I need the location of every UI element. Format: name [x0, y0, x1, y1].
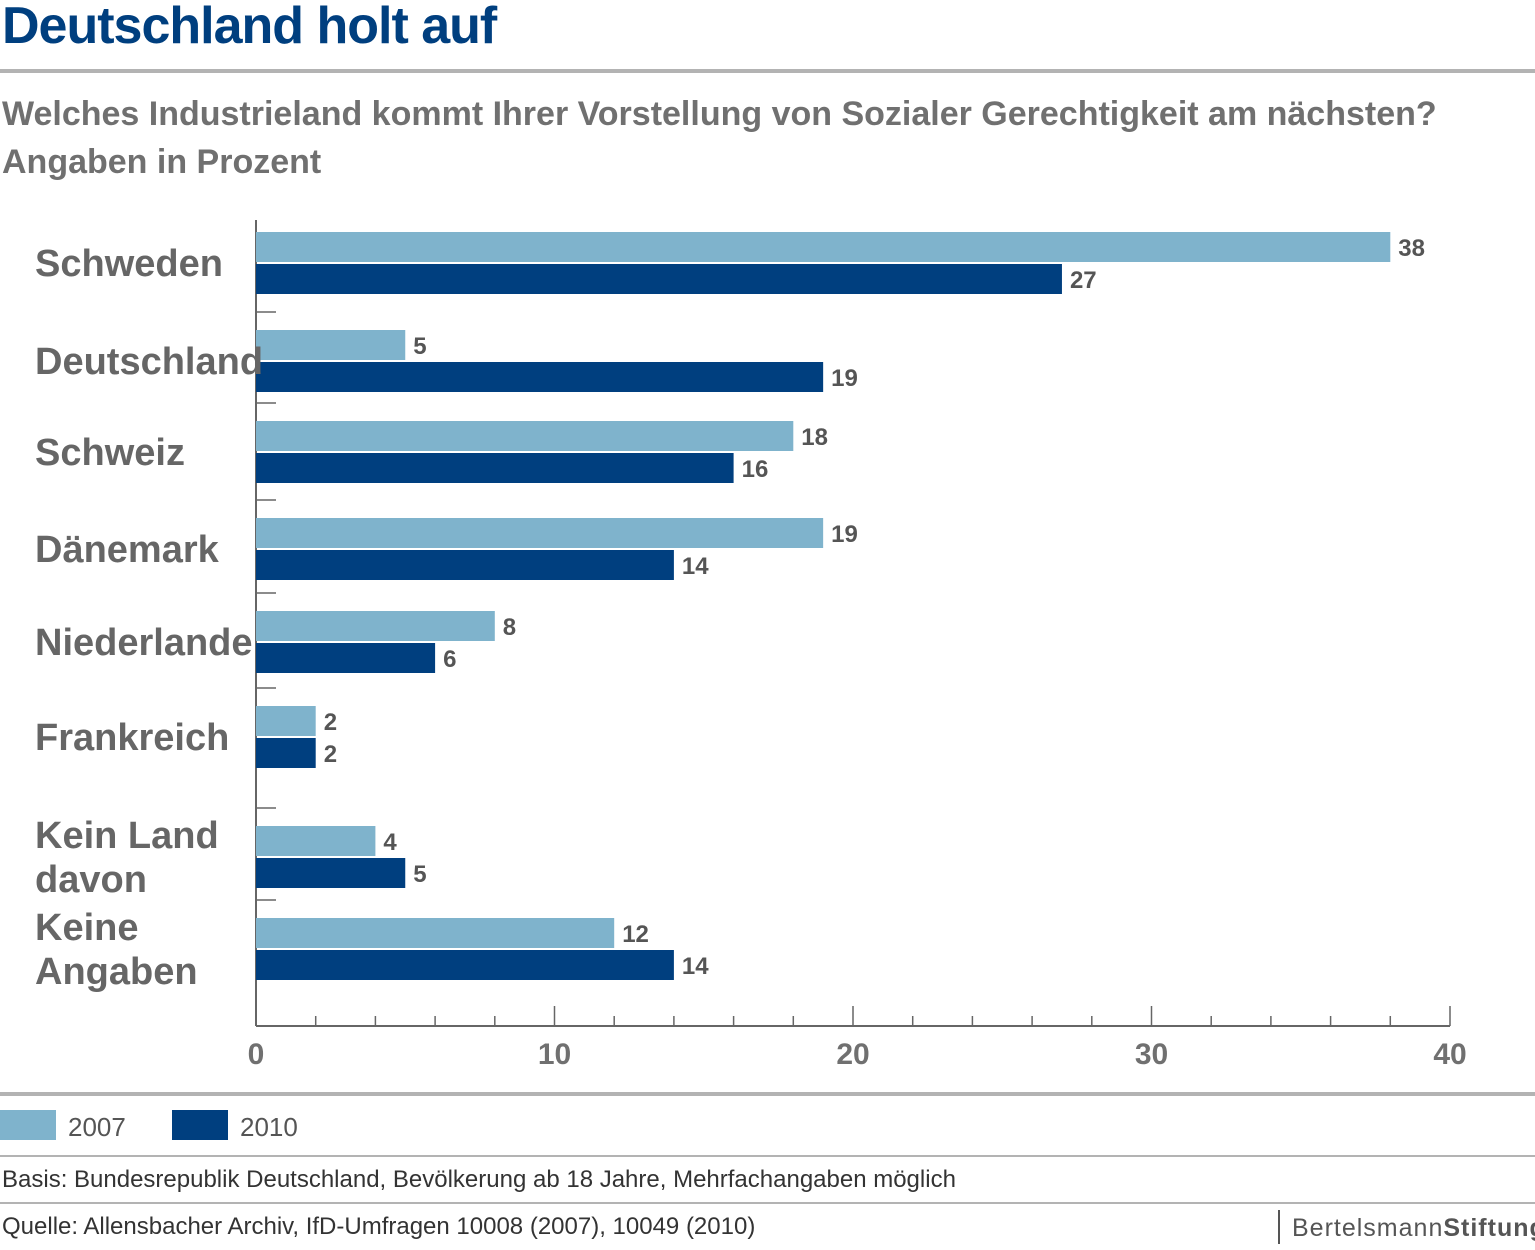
- bar-2007: [256, 518, 824, 548]
- basis-divider: [0, 1155, 1535, 1157]
- bar-value-label: 19: [831, 521, 858, 548]
- category-label: Dänemark: [35, 529, 220, 571]
- bar-value-label: 16: [742, 456, 769, 483]
- logo-text-bertelsmann: Bertelsmann: [1292, 1214, 1444, 1242]
- category-label: Keine Angaben: [35, 907, 198, 993]
- category-label: Kein Land davon: [35, 815, 219, 901]
- bar-2010: [256, 362, 824, 392]
- bertelsmann-logo: BertelsmannStiftung: [1278, 1210, 1535, 1244]
- x-tick-label: 20: [836, 1038, 869, 1071]
- x-tick-label: 10: [538, 1038, 571, 1071]
- subtitle-question: Welches Industrieland kommt Ihrer Vorste…: [2, 95, 1437, 133]
- legend-swatch-2010: [172, 1110, 228, 1140]
- category-label: Schweiz: [35, 432, 185, 474]
- bar-value-label: 4: [383, 829, 397, 856]
- bar-value-label: 2: [324, 741, 337, 768]
- bar-value-label: 5: [413, 333, 426, 360]
- logo-text-stiftung: Stiftung: [1443, 1214, 1535, 1242]
- bar-value-label: 12: [622, 921, 649, 948]
- bar-value-label: 27: [1070, 267, 1097, 294]
- x-tick-label: 40: [1433, 1038, 1466, 1071]
- category-label-line: Schweden: [35, 243, 223, 285]
- category-label-line: Schweiz: [35, 432, 185, 474]
- bar-2010: [256, 643, 436, 673]
- bar-2007: [256, 232, 1391, 262]
- category-label-line: Deutschland: [35, 341, 263, 383]
- bar-chart: 0 10 20 30 40 38 27 Schweden 5 19 Deutschland 18 16 S…: [35, 220, 1467, 1071]
- bar-value-label: 6: [443, 646, 456, 673]
- bar-value-label: 2: [324, 709, 337, 736]
- bar-2010: [256, 858, 406, 888]
- bar-2010: [256, 738, 316, 768]
- bar-2007: [256, 706, 316, 736]
- legend-divider: [0, 1092, 1535, 1096]
- bar-2007: [256, 826, 376, 856]
- subtitle-unit: Angaben in Prozent: [2, 143, 322, 181]
- bar-value-label: 19: [831, 365, 858, 392]
- bar-value-label: 14: [682, 953, 709, 980]
- bar-value-label: 18: [801, 424, 828, 451]
- bar-2007: [256, 330, 406, 360]
- category-label-line: Angaben: [35, 951, 198, 993]
- category-label-line: Frankreich: [35, 717, 229, 759]
- category-label-line: Niederlande: [35, 622, 253, 664]
- category-label: Niederlande: [35, 622, 253, 664]
- bar-2010: [256, 550, 674, 580]
- bar-value-label: 8: [503, 614, 516, 641]
- category-label-line: Kein Land: [35, 815, 219, 857]
- category-label-line: Keine: [35, 907, 138, 949]
- category-label: Schweden: [35, 243, 223, 285]
- category-label-line: Dänemark: [35, 529, 220, 571]
- bar-2010: [256, 453, 734, 483]
- source-divider: [0, 1202, 1535, 1204]
- bar-2007: [256, 611, 495, 641]
- bar-value-label: 14: [682, 553, 709, 580]
- bar-value-label: 5: [413, 861, 426, 888]
- legend-label-2010: 2010: [240, 1112, 298, 1142]
- bar-2010: [256, 950, 674, 980]
- bar-2010: [256, 264, 1062, 294]
- bar-value-label: 38: [1398, 235, 1425, 262]
- category-label-line: davon: [35, 859, 147, 901]
- bar-2007: [256, 421, 794, 451]
- title-divider: [0, 69, 1535, 73]
- legend-label-2007: 2007: [68, 1112, 126, 1142]
- legend-swatch-2007: [0, 1110, 56, 1140]
- chart-subtitle: Welches Industrieland kommt Ihrer Vorste…: [2, 90, 1437, 186]
- chart-title: Deutschland holt auf: [2, 0, 497, 55]
- x-tick-label: 30: [1135, 1038, 1168, 1071]
- source-note: Quelle: Allensbacher Archiv, IfD-Umfrage…: [2, 1213, 756, 1240]
- category-label: Frankreich: [35, 717, 229, 759]
- basis-note: Basis: Bundesrepublik Deutschland, Bevöl…: [2, 1166, 956, 1193]
- bar-2007: [256, 918, 615, 948]
- category-label: Deutschland: [35, 341, 263, 383]
- x-tick-label: 0: [248, 1038, 265, 1071]
